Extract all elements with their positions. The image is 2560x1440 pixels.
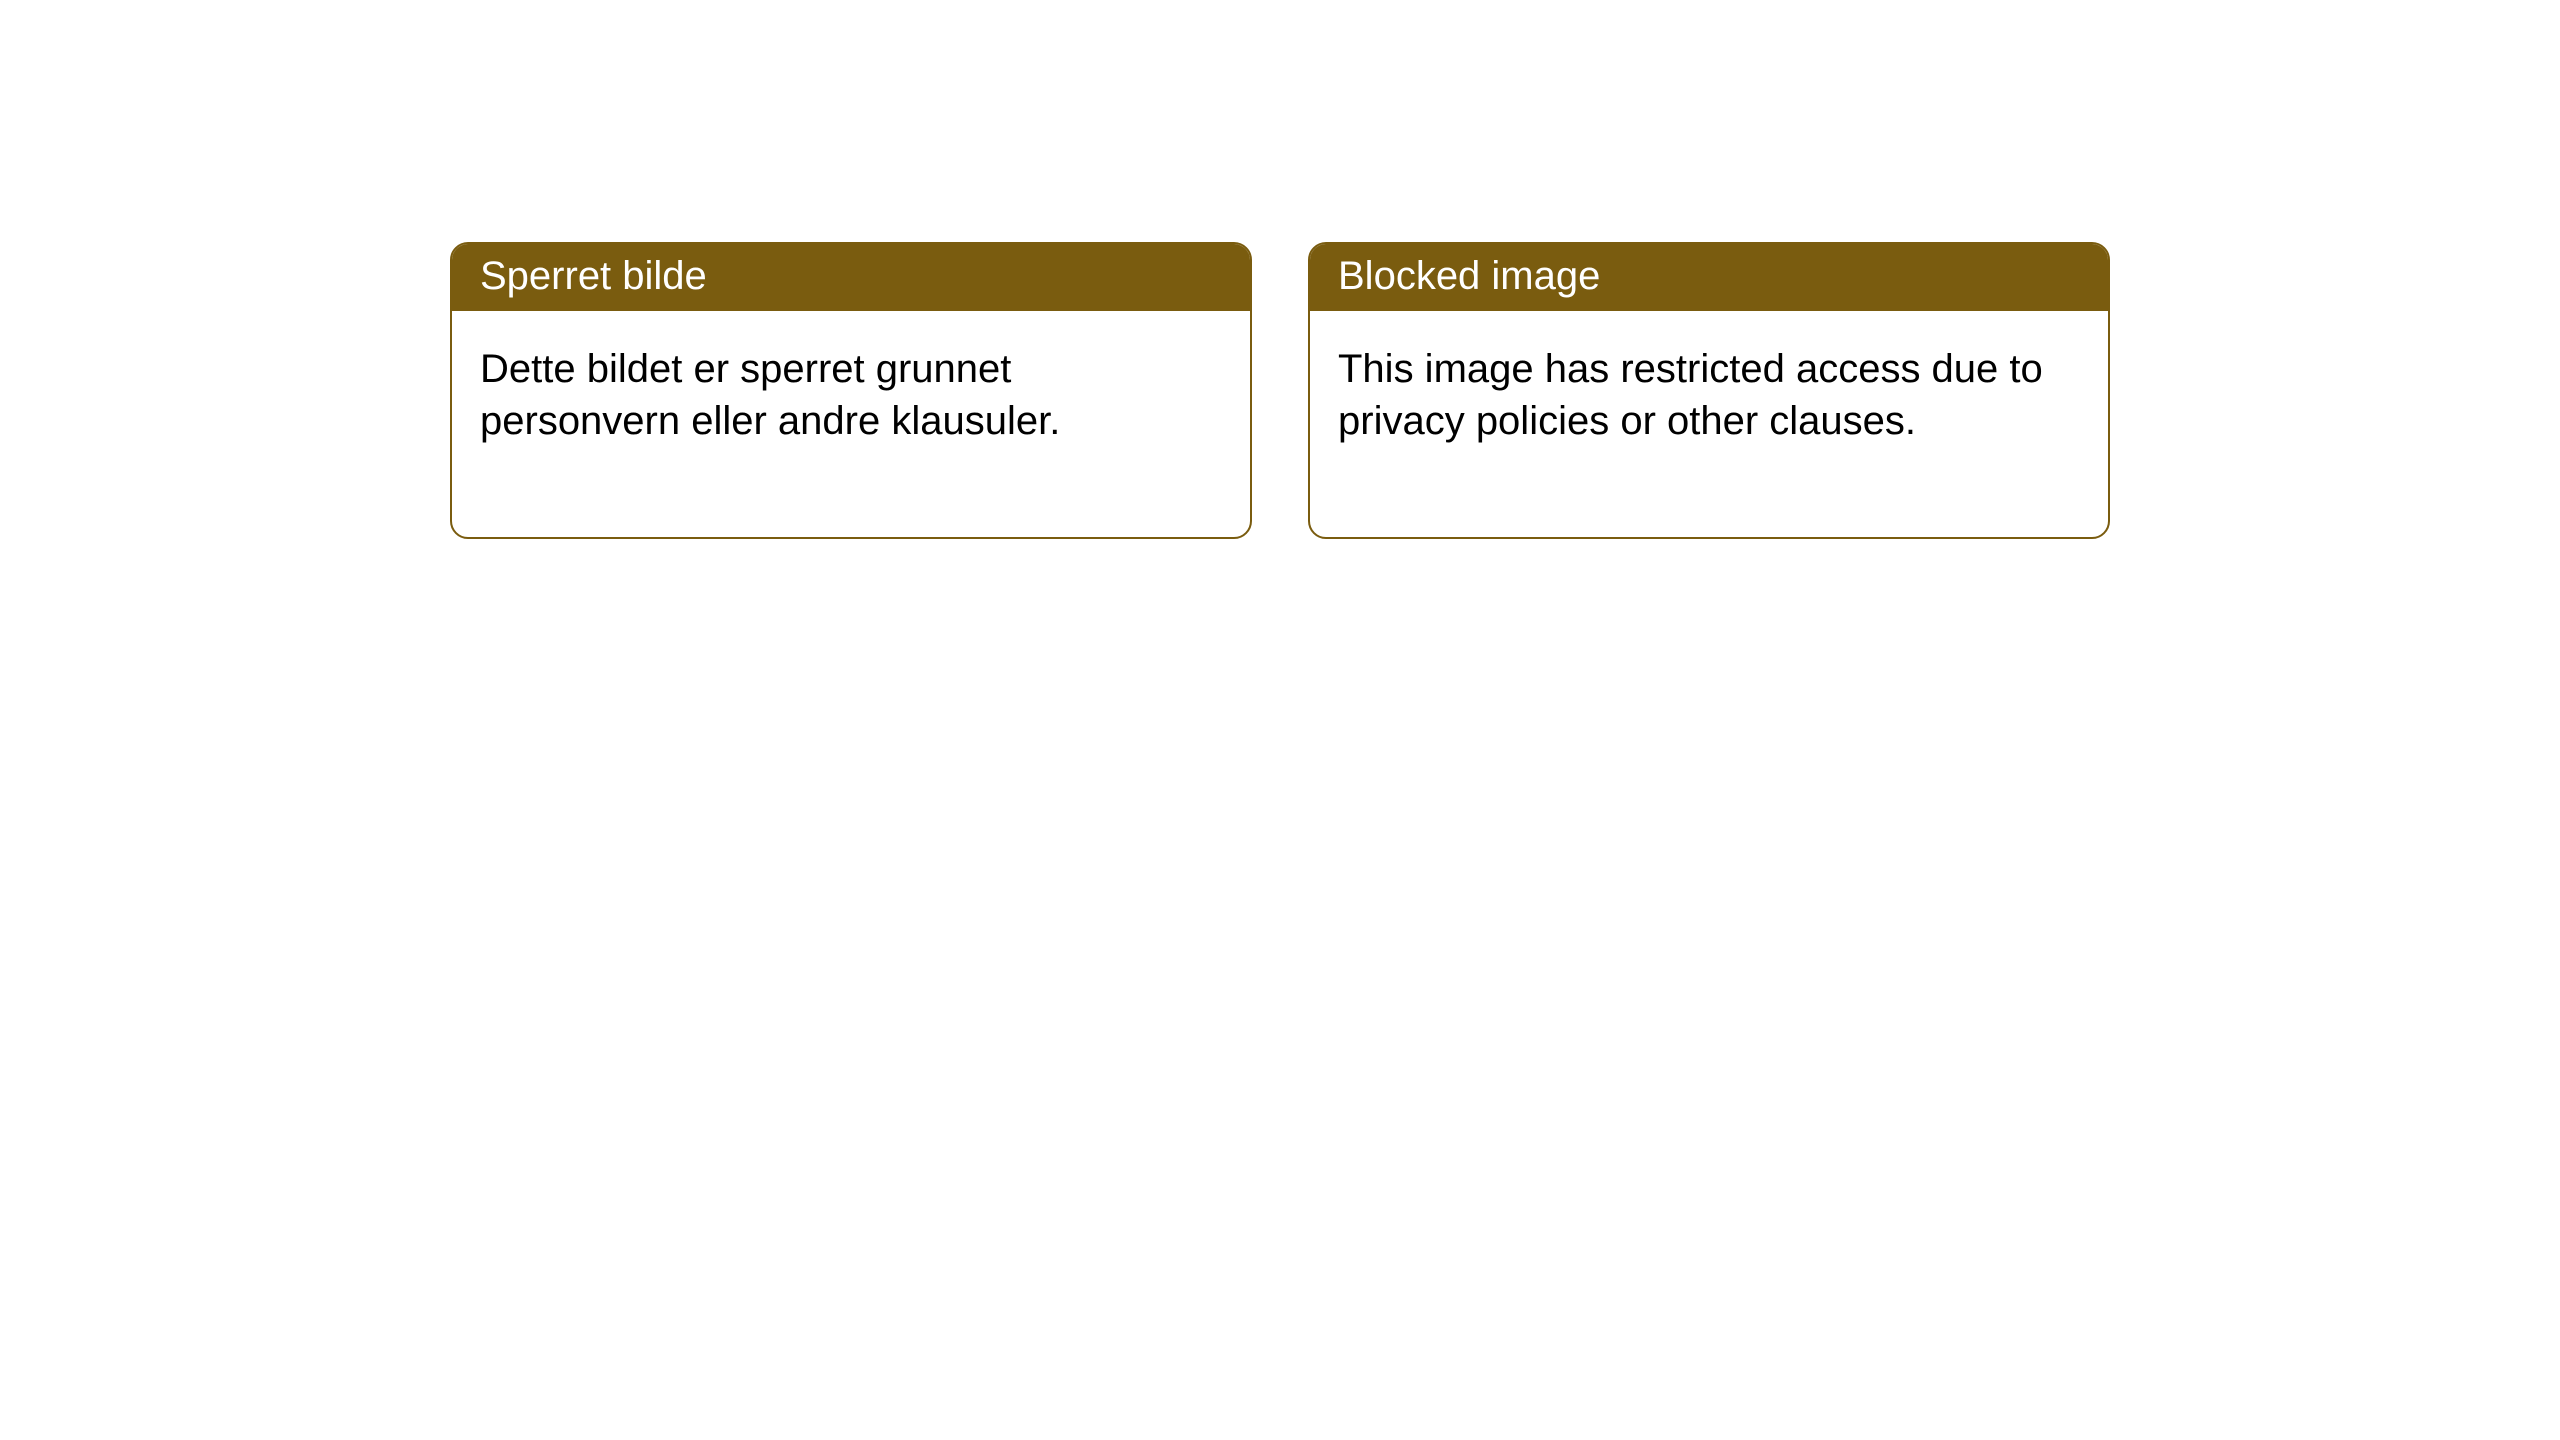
notice-card-norwegian: Sperret bilde Dette bildet er sperret gr… [450,242,1252,539]
notice-container: Sperret bilde Dette bildet er sperret gr… [0,0,2560,539]
notice-card-english: Blocked image This image has restricted … [1308,242,2110,539]
notice-header: Sperret bilde [452,244,1250,311]
notice-body: Dette bildet er sperret grunnet personve… [452,311,1250,537]
notice-body: This image has restricted access due to … [1310,311,2108,537]
notice-header: Blocked image [1310,244,2108,311]
